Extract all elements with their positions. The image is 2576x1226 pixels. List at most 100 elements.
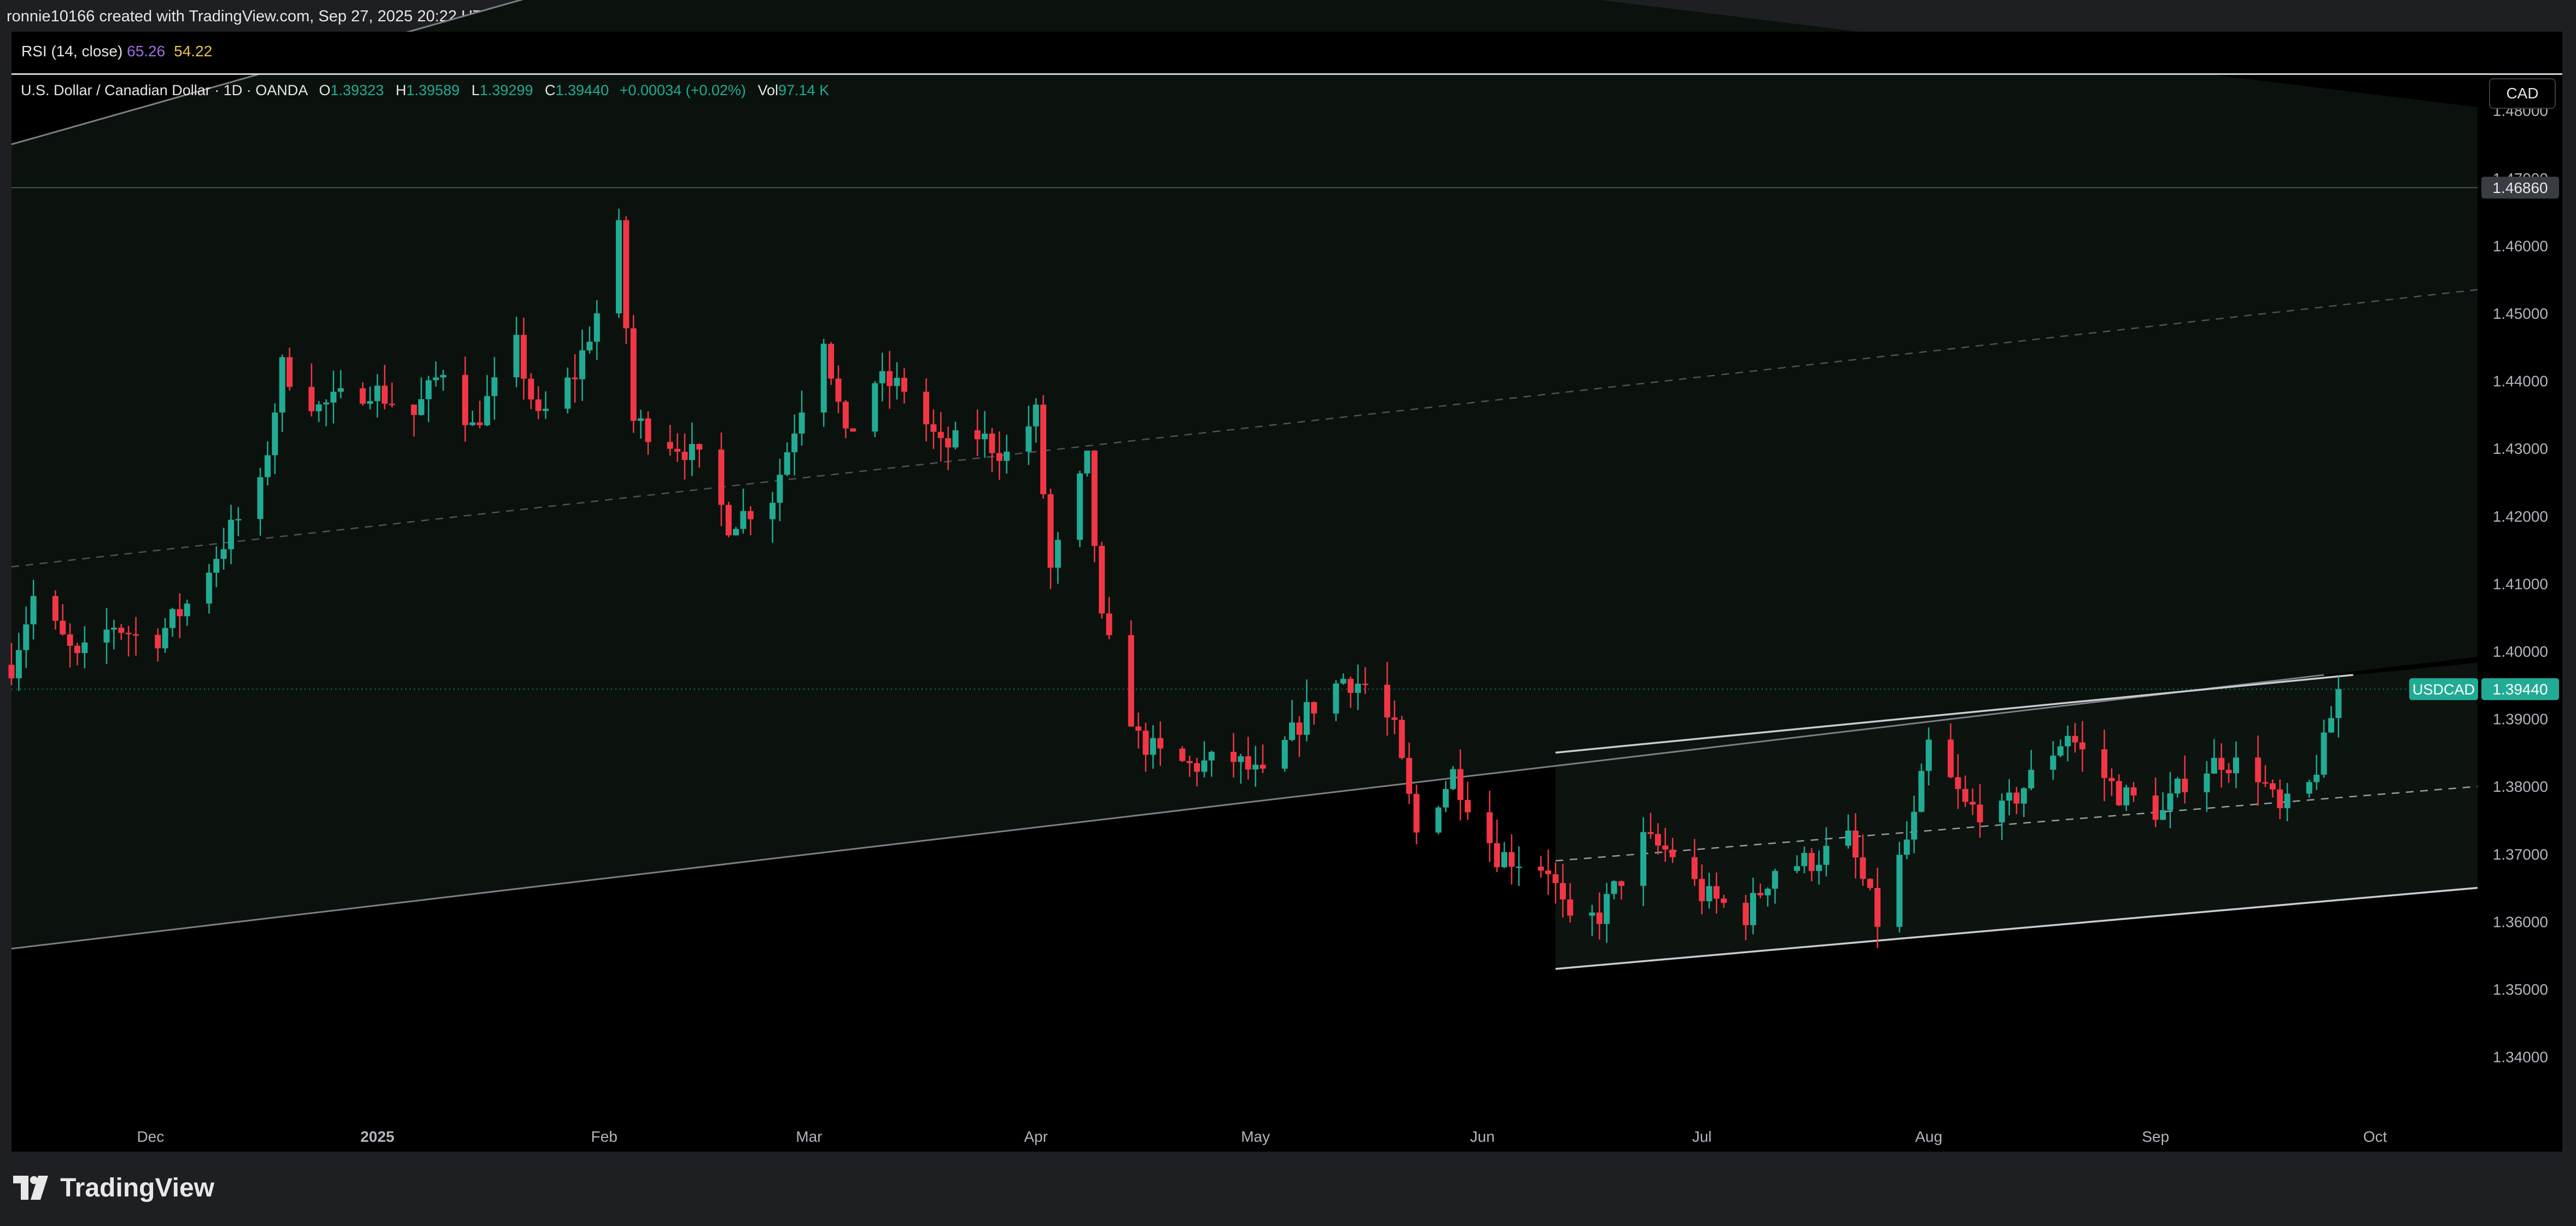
candle[interactable] xyxy=(52,590,59,630)
candle[interactable] xyxy=(1340,673,1347,685)
candle[interactable] xyxy=(2167,772,2173,828)
candle[interactable] xyxy=(564,367,571,414)
candle[interactable] xyxy=(784,442,790,476)
candle[interactable] xyxy=(528,373,534,409)
candle[interactable] xyxy=(2321,720,2327,778)
candle[interactable] xyxy=(2020,787,2027,818)
candle[interactable] xyxy=(2072,723,2078,753)
candle[interactable] xyxy=(1099,541,1105,619)
candle[interactable] xyxy=(418,377,424,416)
candle[interactable] xyxy=(1977,784,1983,838)
candle[interactable] xyxy=(2057,739,2064,758)
candle[interactable] xyxy=(462,357,469,442)
candle[interactable] xyxy=(572,354,578,403)
candle[interactable] xyxy=(433,361,439,387)
candle[interactable] xyxy=(272,403,278,474)
candle[interactable] xyxy=(1545,849,1552,895)
candle[interactable] xyxy=(1391,700,1398,734)
candle[interactable] xyxy=(359,382,366,406)
candle[interactable] xyxy=(1487,791,1493,862)
candle[interactable] xyxy=(513,317,520,388)
candle[interactable] xyxy=(1962,775,1968,807)
candle[interactable] xyxy=(177,593,183,638)
candle[interactable] xyxy=(1742,895,1749,941)
candle[interactable] xyxy=(1948,723,1954,779)
candle[interactable] xyxy=(1845,814,1851,849)
candle[interactable] xyxy=(696,443,703,468)
candle[interactable] xyxy=(1721,895,1727,908)
candle[interactable] xyxy=(740,488,747,534)
candle[interactable] xyxy=(1903,821,1910,860)
candle[interactable] xyxy=(1252,746,1259,787)
candle[interactable] xyxy=(132,617,139,656)
candle[interactable] xyxy=(1969,788,1976,815)
candle[interactable] xyxy=(667,425,673,456)
candle[interactable] xyxy=(1076,470,1083,547)
candle[interactable] xyxy=(623,216,630,345)
candle[interactable] xyxy=(491,357,498,420)
candle[interactable] xyxy=(426,376,432,422)
candle[interactable] xyxy=(630,315,637,433)
candle[interactable] xyxy=(67,623,73,668)
candle[interactable] xyxy=(118,624,125,640)
candle[interactable] xyxy=(872,381,878,437)
candle[interactable] xyxy=(2204,761,2210,812)
candle[interactable] xyxy=(2225,763,2232,783)
candle[interactable] xyxy=(901,368,907,404)
candle[interactable] xyxy=(777,459,783,521)
candle[interactable] xyxy=(2013,787,2020,814)
candle[interactable] xyxy=(1662,827,1669,862)
candle[interactable] xyxy=(879,353,885,401)
candle[interactable] xyxy=(593,300,600,360)
candle[interactable] xyxy=(1560,863,1566,918)
currency-button[interactable]: CAD xyxy=(2489,78,2556,109)
candle[interactable] xyxy=(828,342,835,386)
candle[interactable] xyxy=(286,347,293,391)
candle[interactable] xyxy=(1398,716,1405,760)
candle[interactable] xyxy=(60,604,66,636)
candle[interactable] xyxy=(1348,676,1354,708)
candle[interactable] xyxy=(1852,813,1859,879)
candle[interactable] xyxy=(374,374,381,418)
candle[interactable] xyxy=(206,564,212,614)
candle[interactable] xyxy=(1764,887,1771,907)
candle[interactable] xyxy=(1911,796,1918,854)
candle[interactable] xyxy=(1860,834,1866,886)
candle[interactable] xyxy=(2255,735,2262,806)
candle[interactable] xyxy=(799,390,805,446)
candle[interactable] xyxy=(81,626,88,669)
candle[interactable] xyxy=(1245,737,1251,780)
candle[interactable] xyxy=(440,370,446,391)
candle[interactable] xyxy=(1611,880,1617,900)
candle[interactable] xyxy=(125,626,132,657)
candle[interactable] xyxy=(1801,846,1808,873)
candle[interactable] xyxy=(1303,679,1310,742)
candle[interactable] xyxy=(1508,834,1515,885)
candle[interactable] xyxy=(2313,755,2320,790)
candle[interactable] xyxy=(747,506,754,535)
candle[interactable] xyxy=(1333,680,1339,721)
candle[interactable] xyxy=(30,580,37,640)
candle[interactable] xyxy=(411,404,417,437)
candle[interactable] xyxy=(770,492,776,543)
candle[interactable] xyxy=(1516,846,1522,886)
candle[interactable] xyxy=(681,433,688,480)
candle[interactable] xyxy=(2050,741,2056,780)
candle[interactable] xyxy=(1552,862,1559,904)
candle[interactable] xyxy=(228,505,234,564)
candle[interactable] xyxy=(1047,488,1054,589)
candle[interactable] xyxy=(1669,838,1676,863)
candle[interactable] xyxy=(2065,726,2071,762)
candle[interactable] xyxy=(469,410,476,426)
candle[interactable] xyxy=(367,386,374,410)
candle[interactable] xyxy=(2108,768,2115,796)
candle[interactable] xyxy=(323,399,329,427)
candle[interactable] xyxy=(1465,781,1471,820)
candle[interactable] xyxy=(1238,754,1244,784)
candle[interactable] xyxy=(1143,722,1149,772)
candle[interactable] xyxy=(1260,744,1266,773)
candle[interactable] xyxy=(674,433,681,462)
candle[interactable] xyxy=(2123,785,2130,812)
candle[interactable] xyxy=(1596,892,1602,940)
candle[interactable] xyxy=(923,378,929,442)
